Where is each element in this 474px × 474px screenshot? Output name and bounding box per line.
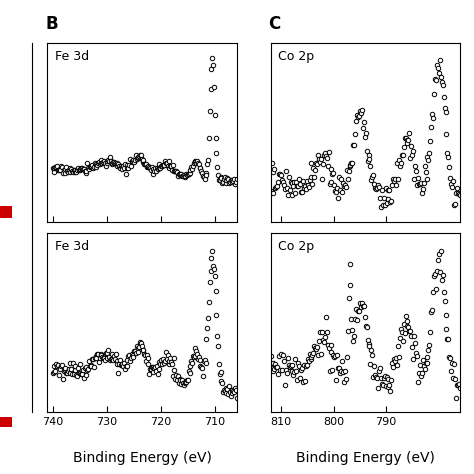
Text: Co 2p: Co 2p <box>278 240 314 253</box>
Text: Co 2p: Co 2p <box>278 50 314 63</box>
Text: Fe 3d: Fe 3d <box>55 240 89 253</box>
Text: B: B <box>45 15 58 33</box>
Text: C: C <box>268 15 281 33</box>
Text: Fe 3d: Fe 3d <box>55 50 89 63</box>
Text: Binding Energy (eV): Binding Energy (eV) <box>73 450 211 465</box>
Text: Binding Energy (eV): Binding Energy (eV) <box>296 450 435 465</box>
